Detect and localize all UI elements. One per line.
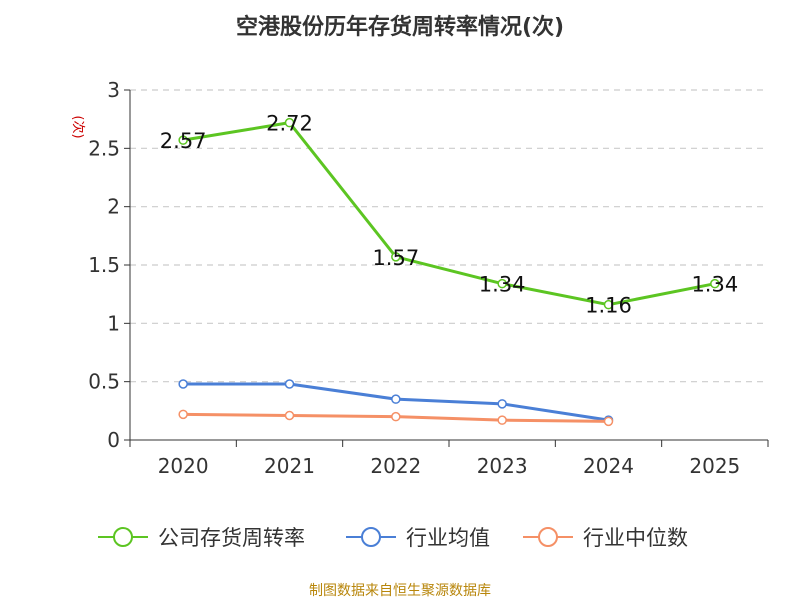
data-point — [284, 410, 295, 421]
data-label: 2.57 — [160, 129, 207, 153]
data-label: 1.16 — [585, 294, 632, 318]
legend-item-3: 行业中位数 — [523, 526, 688, 550]
data-point — [284, 117, 295, 128]
legend-label: 公司存货周转率 — [158, 526, 305, 550]
data-point — [710, 278, 720, 289]
series-group: 2.57 2.72 1.57 1.34 1.16 1.34 — [160, 112, 738, 427]
data-point — [178, 409, 188, 420]
y-tick-label: 2 — [107, 195, 120, 219]
legend-label: 行业中位数 — [583, 526, 688, 550]
legend: 公司存货周转率 行业均值 行业中位数 — [98, 526, 688, 550]
legend-label: 行业均值 — [406, 526, 490, 550]
data-point — [497, 415, 507, 425]
data-label: 1.57 — [372, 246, 419, 270]
data-point — [603, 416, 614, 427]
data-point — [497, 399, 507, 409]
chart-title: 空港股份历年存货周转率情况(次) — [236, 14, 564, 40]
x-tick-label: 2025 — [689, 454, 740, 478]
y-tick-label: 2.5 — [88, 136, 120, 160]
grid-lines — [130, 89, 768, 383]
data-point — [284, 379, 295, 389]
axes: 0 0.5 1 1.5 2 2.5 3 2020 2021 2022 2023 2024 2025 — [88, 78, 769, 478]
y-tick-label: 1 — [107, 311, 120, 335]
y-axis-label: (次) — [70, 115, 86, 138]
legend-item-1: 公司存货周转率 — [98, 526, 305, 550]
data-label: 2.72 — [266, 112, 313, 136]
x-tick-label: 2020 — [158, 454, 209, 478]
y-tick-label: 0.5 — [88, 370, 120, 394]
data-point — [497, 278, 507, 289]
x-tick-label: 2023 — [477, 454, 528, 478]
data-point — [178, 379, 188, 389]
legend-marker — [361, 527, 381, 547]
legend-marker — [538, 527, 558, 547]
data-point — [178, 135, 188, 145]
x-tick-label: 2021 — [264, 454, 315, 478]
legend-item-2: 行业均值 — [346, 526, 490, 550]
data-point — [391, 394, 401, 404]
x-tick-label: 2022 — [370, 454, 421, 478]
data-label: 1.34 — [479, 273, 526, 297]
x-tick-label: 2024 — [583, 454, 634, 478]
source-note: 制图数据来自恒生聚源数据库 — [309, 583, 491, 599]
y-tick-label: 1.5 — [88, 253, 120, 277]
data-point — [603, 299, 614, 310]
legend-marker — [113, 527, 133, 547]
data-point — [391, 252, 401, 262]
series-3 — [178, 409, 614, 427]
y-tick-label: 3 — [107, 78, 120, 102]
data-point — [391, 411, 401, 422]
data-label: 1.34 — [691, 273, 738, 297]
series-line — [182, 121, 716, 307]
y-tick-label: 0 — [107, 428, 120, 452]
series-1: 2.57 2.72 1.57 1.34 1.16 1.34 — [160, 112, 738, 318]
